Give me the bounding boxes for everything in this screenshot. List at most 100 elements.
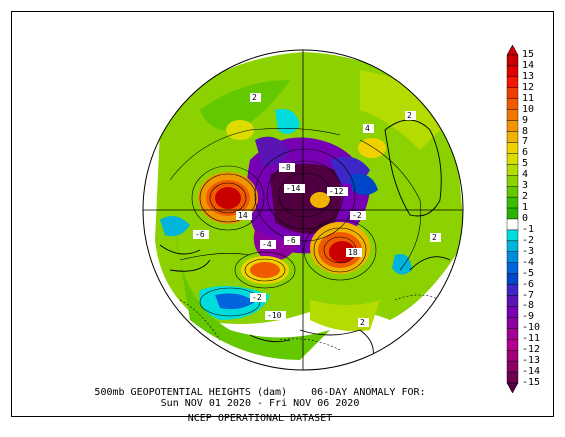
- figure-date-range: Sun NOV 01 2020 - Fri NOV 06 2020: [160, 398, 360, 409]
- colorbar-swatch: [506, 350, 519, 362]
- map-contour-label: -2: [352, 211, 362, 220]
- map-label-box: [193, 230, 209, 239]
- colorbar-swatch: [506, 175, 519, 187]
- map-label-box: [358, 318, 369, 327]
- colorbar-tick-label: 9: [522, 114, 529, 126]
- colorbar-swatch: [506, 185, 519, 198]
- colorbar-tick-label: -13: [522, 355, 541, 367]
- colorbar-swatch: [506, 251, 519, 263]
- colorbar-tick-label: 1: [522, 202, 529, 214]
- colorbar-swatch: [506, 371, 519, 384]
- colorbar: [506, 44, 519, 394]
- colorbar-swatch: [506, 76, 519, 89]
- coastlines: [159, 119, 451, 366]
- colorbar-tick-label: 7: [522, 136, 529, 148]
- map-label-box: [350, 211, 366, 220]
- colorbar-swatch: [506, 306, 519, 318]
- colorbar-swatch: [506, 153, 519, 165]
- colorbar-swatch: [506, 229, 519, 242]
- colorbar-swatch: [506, 262, 519, 274]
- colorbar-tick-label: -3: [522, 245, 535, 257]
- map-label-box: [327, 187, 348, 196]
- colorbar-tick-label: 6: [522, 147, 529, 159]
- figure-frame: [11, 11, 554, 417]
- map-contour-label: 18: [348, 248, 358, 257]
- map-label-box: [346, 248, 362, 257]
- map-contour-label: 2: [407, 111, 412, 120]
- colorbar-tick-label: -4: [522, 256, 535, 268]
- colorbar-tick-label: 8: [522, 125, 529, 137]
- colorbar-tick-label: 15: [522, 49, 535, 60]
- map-contour-label: 2: [360, 318, 365, 327]
- map-label-box: [284, 236, 300, 245]
- colorbar-tick-label: 2: [522, 191, 529, 203]
- colorbar-tick-label: 0: [522, 213, 529, 224]
- colorbar-swatch: [506, 317, 519, 329]
- colorbar-swatch: [506, 65, 519, 78]
- colorbar-tick-label: -2: [522, 234, 535, 246]
- map-contour-label: -2: [252, 293, 262, 302]
- colorbar-swatch: [506, 196, 519, 209]
- colorbar-tick-label: -10: [522, 322, 541, 334]
- figure-dataset: NCEP OPERATIONAL DATASET: [187, 413, 333, 424]
- colorbar-swatch: [506, 218, 519, 231]
- colorbar-swatch: [506, 273, 519, 285]
- map-contour-label: 14: [238, 211, 248, 220]
- map-contour-label: 4: [365, 124, 370, 133]
- map-contour-label: 2: [252, 93, 257, 102]
- colorbar-tick-label: 5: [522, 158, 529, 170]
- map-label-box: [250, 93, 261, 102]
- colorbar-swatch: [506, 54, 519, 67]
- colorbar-tick-label: -6: [522, 278, 535, 290]
- colorbar-swatch: [506, 360, 519, 373]
- map-contour-label: -14: [286, 184, 301, 193]
- colorbar-swatch: [506, 109, 519, 121]
- map-label-box: [279, 163, 295, 172]
- borders: [179, 294, 441, 351]
- colorbar-tick-label: -7: [522, 289, 535, 301]
- colorbar-swatch: [506, 142, 519, 154]
- colorbar-tick-label: 4: [522, 169, 529, 181]
- map-label-box: [260, 240, 276, 249]
- map-label-box: [265, 311, 286, 320]
- map-contour-label: -8: [281, 163, 291, 172]
- colorbar-tick-label: -11: [522, 333, 541, 345]
- colorbar-tick-label: 14: [522, 59, 535, 71]
- colorbar-tick-label: -12: [522, 344, 541, 356]
- colorbar-swatch: [506, 207, 519, 220]
- colorbar-tick-label: -5: [522, 267, 535, 279]
- colorbar-tick-label: 12: [522, 81, 535, 93]
- map-contour-label: 2: [432, 233, 437, 242]
- map-contour-label: -6: [195, 230, 205, 239]
- colorbar-tick-label: -15: [522, 377, 541, 388]
- map-label-box: [405, 111, 416, 120]
- colorbar-tick-label: 10: [522, 103, 535, 115]
- map-label-box: [284, 184, 305, 193]
- colorbar-swatch: [506, 295, 519, 307]
- map-label-box: [430, 233, 441, 242]
- map-label-box: [363, 124, 374, 133]
- colorbar-swatch: [506, 328, 519, 340]
- map-label-box: [236, 211, 252, 220]
- map-contour-label: -4: [262, 240, 272, 249]
- colorbar-swatch: [506, 131, 519, 143]
- colorbar-tick-label: -14: [522, 366, 541, 378]
- map-contour-label: -10: [267, 311, 282, 320]
- figure-title: 500mb GEOPOTENTIAL HEIGHTS (dam) 06-DAY …: [94, 387, 426, 398]
- colorbar-tick-label: -9: [522, 311, 535, 323]
- colorbar-swatch: [506, 164, 519, 176]
- map-contour-label: -6: [286, 236, 296, 245]
- colorbar-tick-label: -1: [522, 223, 535, 235]
- colorbar-tick-label: 13: [522, 70, 535, 82]
- colorbar-swatch: [506, 120, 519, 132]
- colorbar-swatch: [506, 98, 519, 110]
- colorbar-bottom-arrow: [506, 382, 519, 394]
- colorbar-swatch: [506, 87, 519, 99]
- colorbar-top-arrow: [506, 44, 519, 56]
- colorbar-tick-label: -8: [522, 300, 535, 312]
- colorbar-swatch: [506, 339, 519, 351]
- map-labels: 2 2 4 -8 -14 -12 14 -2 -4 -6 18 -10 -2 2 -6 2: [193, 93, 441, 327]
- colorbar-swatch: [506, 240, 519, 253]
- colorbar-tick-label: 11: [522, 92, 535, 104]
